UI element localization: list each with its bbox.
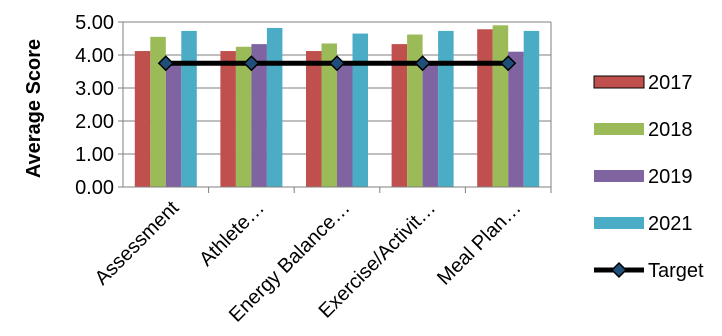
target-line — [157, 55, 517, 72]
target-marker — [328, 55, 346, 72]
legend-label: 2019 — [648, 166, 693, 188]
x-category-label: Meal Plan… — [433, 197, 526, 290]
bar-2019 — [422, 64, 439, 187]
bar-2021 — [438, 30, 454, 187]
bar-2017 — [134, 51, 151, 187]
y-axis-ticks: 0.00 1.00 2.00 3.00 4.00 5.00 — [75, 12, 123, 199]
y-tick-label: 1.00 — [75, 144, 114, 166]
y-axis-label: Average Score — [23, 39, 45, 178]
bar-2018 — [407, 34, 423, 187]
bar-2019 — [337, 61, 353, 187]
y-tick-label: 5.00 — [75, 12, 114, 34]
bar-2018 — [235, 46, 252, 187]
x-category-label: Athlete… — [195, 197, 269, 271]
legend-label: 2018 — [648, 119, 693, 141]
bar-2021 — [523, 30, 540, 187]
bar-2019 — [165, 64, 182, 187]
bar-2021 — [181, 30, 197, 187]
x-axis-categories: Assessment Athlete…Energy Balance…Exercis… — [91, 197, 526, 327]
axes — [122, 22, 552, 193]
legend-swatch-2017 — [593, 75, 645, 89]
y-tick-label: 3.00 — [75, 78, 114, 100]
y-tick-label: 4.00 — [75, 45, 114, 67]
bar-series — [134, 25, 540, 188]
x-category-label: Assessment — [91, 197, 184, 290]
legend-label: 2017 — [648, 72, 693, 94]
legend-swatch-2019 — [594, 170, 644, 182]
legend-swatch-2021 — [594, 217, 644, 229]
legend-label: 2021 — [648, 213, 693, 235]
bar-2019 — [508, 51, 524, 188]
bar-2017 — [391, 44, 408, 187]
legend: 2017 2018 2019 2021 Target — [593, 72, 704, 282]
bar-2021 — [352, 33, 368, 187]
target-marker — [157, 55, 174, 72]
target-marker — [243, 55, 260, 72]
bar-2018 — [150, 36, 166, 187]
bar-2018 — [492, 25, 509, 187]
legend-label: Target — [648, 260, 704, 282]
bar-2018 — [321, 43, 337, 188]
y-tick-label: 0.00 — [75, 177, 114, 199]
target-marker — [500, 55, 517, 72]
y-tick-label: 2.00 — [75, 111, 114, 133]
legend-swatch-2018 — [594, 123, 644, 135]
bar-2019 — [251, 44, 267, 187]
bar-2017 — [306, 51, 322, 187]
target-marker — [414, 55, 431, 72]
legend-swatch-target-marker — [610, 261, 628, 279]
bar-2017 — [477, 29, 493, 188]
bar-2021 — [266, 27, 283, 187]
bar-2017 — [220, 51, 236, 187]
